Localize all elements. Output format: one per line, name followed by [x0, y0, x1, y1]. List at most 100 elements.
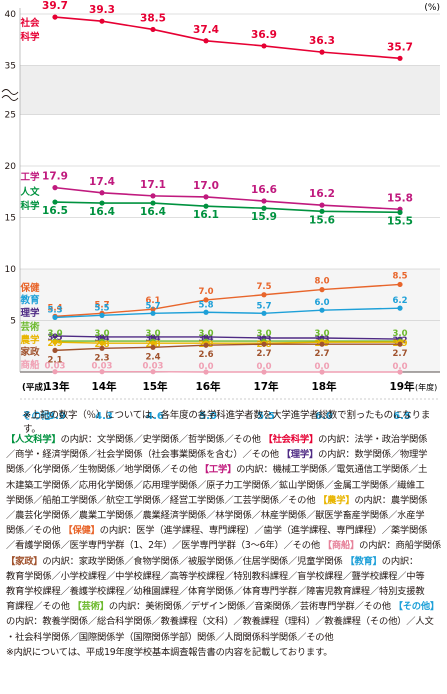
data-label: 15.5 [387, 215, 413, 227]
series-line-社会科学 [54, 16, 401, 60]
other-value: 5.5 [257, 411, 275, 422]
data-label: 36.3 [309, 35, 335, 47]
data-label: 16.6 [251, 184, 277, 196]
note-line: 学関係／船舶工学関係／航空工学関係／経営工学関係／工芸学関係／その他 【農学】の… [6, 493, 442, 508]
data-label: 15.6 [309, 214, 335, 226]
y-tick-label: 35 [5, 62, 16, 72]
data-point [397, 209, 403, 215]
note-line: ／看護学関係／医学専門学群（1、2年）／医学専門学群（3～6年）／その他 【商船… [6, 538, 442, 553]
note-text: の内訳：商船学関係 [359, 540, 441, 552]
series-name: 科学 [20, 200, 40, 212]
series-name: 保健 [19, 282, 40, 294]
data-point [397, 305, 403, 311]
unit-label: (%) [424, 3, 440, 13]
data-label: 8.5 [392, 271, 407, 281]
data-point [319, 307, 325, 313]
data-label: 35.7 [387, 41, 413, 53]
x-axis-prefix: (平成) [22, 382, 47, 393]
data-point [150, 200, 156, 206]
data-label: 16.4 [140, 206, 166, 218]
note-text: ※内訳については、平成19年度学校基本調査報告書の内容を記載しております。 [6, 646, 333, 658]
data-point [52, 347, 58, 353]
data-point [203, 334, 209, 340]
series-name: 工学 [20, 171, 40, 183]
data-label: 0.03 [45, 362, 66, 372]
data-label: 37.4 [193, 24, 219, 36]
data-point [203, 194, 209, 200]
data-point [150, 310, 156, 316]
data-point [150, 340, 156, 346]
data-point [150, 193, 156, 199]
data-point [319, 341, 325, 347]
data-point [261, 369, 267, 375]
data-label: 0.0 [256, 362, 271, 372]
y-tick-label: 10 [5, 265, 17, 275]
note-category-label: 【社会科学】 [263, 434, 319, 445]
data-label: 3.0 [392, 329, 407, 339]
data-point [261, 310, 267, 316]
data-label: 0.0 [198, 362, 213, 372]
data-label: 2.6 [198, 350, 213, 360]
data-point [99, 312, 105, 318]
series-name: 理学 [20, 307, 40, 319]
data-point [99, 369, 105, 375]
data-point [261, 205, 267, 211]
data-label: 38.5 [140, 12, 166, 24]
data-point [150, 344, 156, 350]
note-text: 関係／化学関係／生物関係／地学関係／その他 [6, 464, 200, 476]
note-line: ・社会科学関係／国際関係学（国際関係学部）関係／人間関係科学関係／その他 [6, 630, 442, 645]
note-text: の内訳：美術関係／デザイン関係／音楽関係／芸術専門学群／その他 [108, 601, 394, 613]
data-point [397, 341, 403, 347]
x-tick-label: 14年 [91, 380, 117, 393]
x-tick-label: 13年 [44, 380, 70, 393]
x-tick-label: 18年 [311, 380, 337, 393]
series-name: 科学 [20, 31, 40, 43]
data-point [150, 26, 156, 33]
note-text: ／看護学関係／医学専門学群（1、2年）／医学専門学群（3～6年）／その他 [6, 540, 323, 552]
data-point [397, 55, 403, 61]
x-axis-suffix: (年度) [415, 382, 437, 392]
note-line: ／農芸化学関係／農業工学関係／農業経済学関係／林学関係／林産学関係／獣医学畜産学… [6, 508, 442, 523]
note-text: 育課程／その他 [6, 601, 73, 613]
note-text: ／商学・経済学関係／社会学関係（社会事業関係を含む）／その他 [6, 449, 282, 461]
series-name: 商船 [20, 359, 40, 371]
data-point [99, 200, 105, 206]
x-tick-label: 19年 [389, 380, 415, 393]
data-label: 3.0 [47, 329, 62, 339]
data-point [150, 306, 156, 312]
data-point [52, 199, 58, 205]
data-point [52, 339, 58, 345]
data-label: 3.0 [256, 329, 271, 339]
note-line: 教育学校課程／養護学校課程／幼稚園課程／体育学関係／体育専門学群／障害児教育課程… [6, 584, 442, 599]
note-category-label: 【人文科学】 [6, 434, 61, 445]
note-text: ・社会科学関係／国際関係学（国際関係学部）関係／人間関係科学関係／その他 [6, 631, 334, 643]
note-line: 育課程／その他 【芸術】の内訳：美術関係／デザイン関係／音楽関係／芸術専門学群／… [6, 599, 442, 614]
data-label: 15.9 [251, 211, 277, 223]
y-tick-label: 15 [5, 214, 16, 224]
data-label: 16.1 [193, 209, 219, 221]
data-point [52, 369, 58, 375]
note-text: の内訳：医学（進学課程、専門課程）／歯学（進学課程、専門課程）／薬学関係 [99, 525, 428, 537]
note-text: の内訳：農学関係 [354, 494, 428, 506]
data-point [99, 345, 105, 351]
note-category-label: 【家政】 [6, 555, 43, 567]
data-label: 5.5 [94, 303, 109, 313]
series-name: 家政 [20, 346, 40, 358]
data-label: 5.7 [94, 300, 109, 310]
chart: 5 10 15 20 25 35 40 (%) (平成)13年 14年 15年 16年 17年 18年 19… [1, 0, 440, 422]
data-label: 5.4 [47, 303, 62, 313]
data-label: 17.0 [193, 180, 219, 192]
data-point [261, 341, 267, 347]
note-line: 【人文科学】の内訳：文学関係／史学関係／哲学関係／その他 【社会科学】の内訳：法… [6, 432, 442, 447]
data-label: 6.1 [145, 296, 160, 306]
data-label: 17.9 [42, 171, 68, 183]
x-tick-label: 15年 [142, 380, 168, 393]
other-value: 4.3 [95, 411, 113, 422]
data-label: 2.4 [145, 352, 160, 362]
data-point [203, 309, 209, 315]
data-point [150, 334, 156, 340]
note-text: の内訳：文学関係／史学関係／哲学関係／その他 [60, 434, 264, 445]
y-tick-label: 20 [5, 162, 17, 172]
note-line: 木建築工学関係／応用化学関係／応用理学関係／原子力工学関係／鉱山学関係／金属工学… [6, 478, 442, 493]
other-value: 4.6 [146, 411, 164, 422]
